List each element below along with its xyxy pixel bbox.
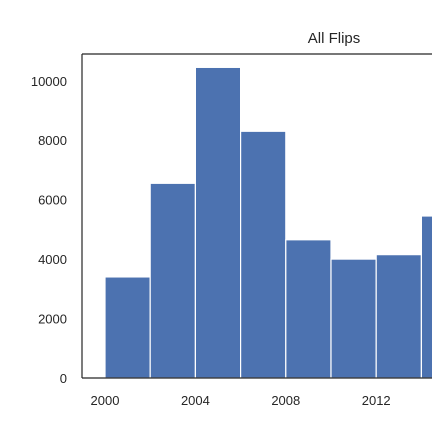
x-tick-label: 2000 [91, 393, 120, 408]
histogram-bar [420, 215, 432, 379]
histogram-bar [375, 254, 423, 379]
chart-title: All Flips [308, 30, 361, 47]
y-tick-label: 6000 [38, 193, 67, 208]
y-tick-label: 0 [60, 371, 67, 386]
x-tick-label: 2004 [181, 393, 210, 408]
histogram-bar [285, 239, 332, 379]
bars-group [104, 66, 432, 379]
histogram-bar [330, 258, 377, 379]
x-tick-label: 2008 [271, 393, 300, 408]
histogram-bar [104, 276, 151, 379]
y-axis-ticks: 0 2000 4000 6000 8000 10000 [31, 74, 67, 386]
y-tick-label: 10000 [31, 74, 67, 89]
y-tick-label: 8000 [38, 133, 67, 148]
histogram-bar [240, 130, 287, 379]
y-tick-label: 2000 [38, 312, 67, 327]
y-tick-label: 4000 [38, 252, 67, 267]
x-tick-label: 2012 [362, 393, 391, 408]
histogram-bar [149, 182, 196, 379]
histogram-bar [194, 66, 242, 379]
x-axis-ticks: 2000 2004 2008 2012 [91, 393, 391, 408]
